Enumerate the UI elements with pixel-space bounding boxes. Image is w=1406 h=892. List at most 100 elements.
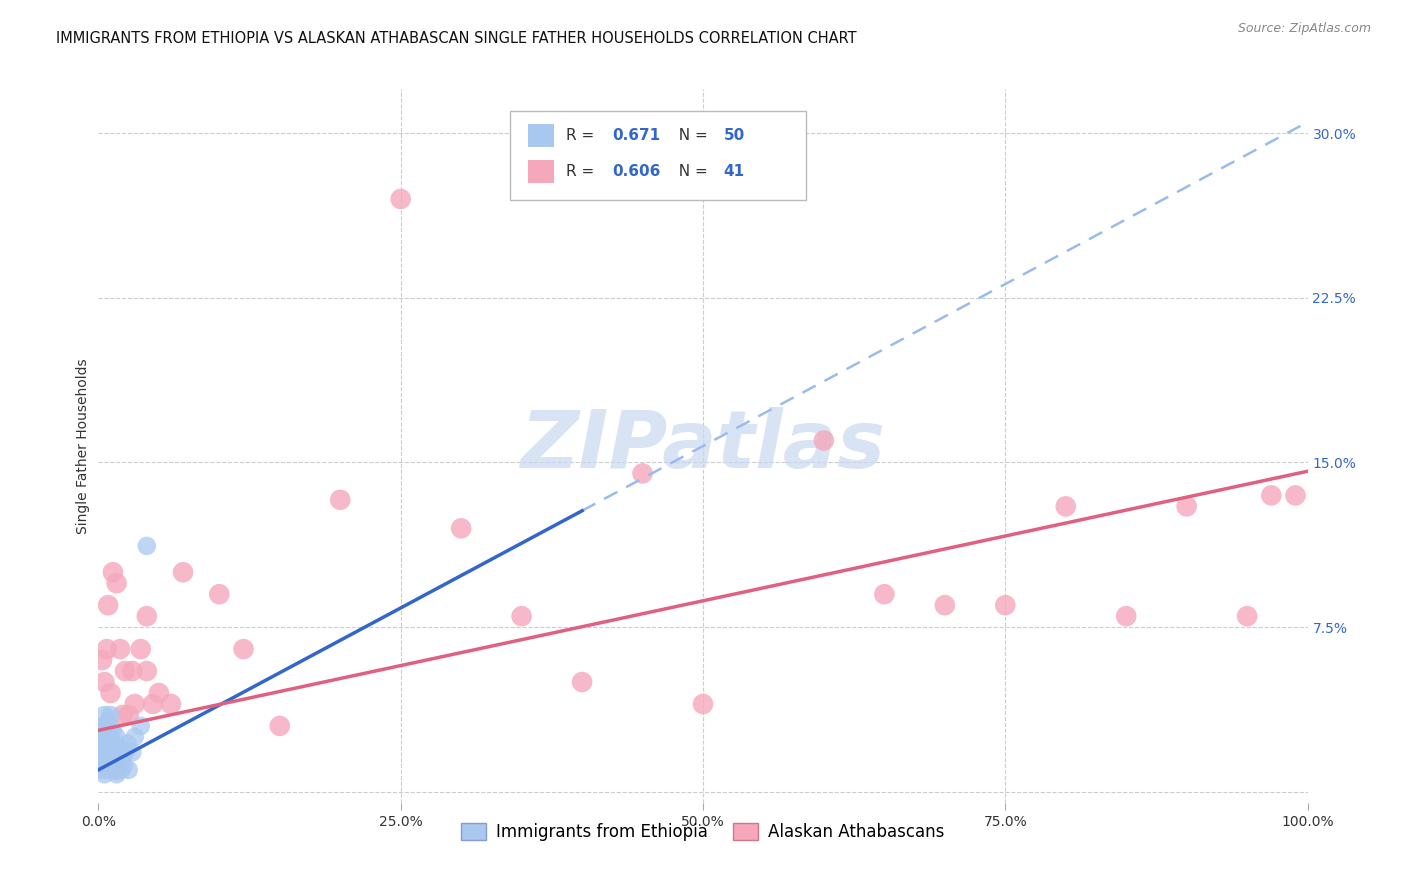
Point: [108, 642, 131, 657]
Point: [269, 719, 291, 733]
Point: [692, 697, 714, 711]
Point: [91, 740, 114, 755]
Point: [93, 737, 115, 751]
Point: [96, 740, 118, 755]
Point: [90, 740, 112, 755]
Point: [160, 697, 183, 711]
Point: [90, 730, 112, 744]
Point: [510, 609, 533, 624]
Point: [89, 737, 111, 751]
Point: [117, 737, 139, 751]
Point: [121, 664, 143, 678]
Point: [93, 675, 115, 690]
Point: [105, 763, 128, 777]
Point: [91, 719, 114, 733]
Point: [118, 708, 141, 723]
Point: [1284, 488, 1306, 502]
Point: [100, 686, 122, 700]
Point: [100, 745, 122, 759]
FancyBboxPatch shape: [509, 111, 806, 200]
Text: N =: N =: [669, 164, 713, 178]
Point: [93, 708, 115, 723]
Point: [101, 723, 124, 738]
Point: [97, 752, 120, 766]
Point: [571, 675, 593, 690]
Point: [100, 752, 122, 766]
Text: ZIPatlas: ZIPatlas: [520, 407, 886, 485]
Text: N =: N =: [669, 128, 713, 143]
Point: [97, 737, 120, 751]
Point: [94, 723, 117, 738]
Point: [1236, 609, 1258, 624]
Point: [232, 642, 254, 657]
Point: [172, 566, 194, 580]
Point: [98, 763, 121, 777]
Point: [100, 708, 122, 723]
Point: [111, 752, 134, 766]
Point: [101, 763, 124, 777]
Point: [108, 740, 131, 755]
Point: [91, 763, 114, 777]
Point: [100, 730, 122, 744]
Point: [329, 492, 352, 507]
Point: [91, 723, 114, 738]
Point: [96, 719, 118, 733]
Point: [813, 434, 835, 448]
Point: [93, 752, 115, 766]
Point: [90, 752, 112, 766]
Point: [101, 566, 124, 580]
FancyBboxPatch shape: [527, 160, 554, 183]
Text: 0.671: 0.671: [612, 128, 661, 143]
Text: R =: R =: [567, 128, 599, 143]
Point: [934, 598, 956, 612]
Point: [121, 745, 143, 759]
Text: 0.606: 0.606: [612, 164, 661, 178]
Point: [93, 767, 115, 781]
Point: [110, 763, 132, 777]
Point: [1115, 609, 1137, 624]
Point: [104, 763, 127, 777]
Point: [94, 745, 117, 759]
Point: [142, 697, 165, 711]
Point: [94, 763, 117, 777]
Text: R =: R =: [567, 164, 599, 178]
Text: IMMIGRANTS FROM ETHIOPIA VS ALASKAN ATHABASCAN SINGLE FATHER HOUSEHOLDS CORRELAT: IMMIGRANTS FROM ETHIOPIA VS ALASKAN ATHA…: [56, 31, 856, 46]
Point: [114, 664, 136, 678]
Point: [91, 758, 114, 772]
Point: [97, 714, 120, 729]
Point: [105, 730, 128, 744]
Point: [135, 609, 157, 624]
Text: 41: 41: [724, 164, 745, 178]
Point: [129, 642, 152, 657]
Legend: Immigrants from Ethiopia, Alaskan Athabascans: Immigrants from Ethiopia, Alaskan Athaba…: [454, 816, 952, 848]
Point: [129, 719, 152, 733]
Point: [105, 576, 128, 591]
Point: [124, 730, 146, 744]
Point: [91, 745, 114, 759]
Point: [112, 758, 135, 772]
Point: [96, 642, 118, 657]
Point: [97, 598, 120, 612]
Point: [103, 752, 125, 766]
Point: [105, 767, 128, 781]
Point: [108, 758, 131, 772]
Point: [1054, 500, 1077, 514]
Point: [91, 737, 114, 751]
Point: [873, 587, 896, 601]
Point: [114, 745, 136, 759]
Point: [1260, 488, 1282, 502]
Point: [107, 752, 129, 766]
Point: [135, 539, 157, 553]
Point: [631, 467, 654, 481]
Point: [118, 763, 141, 777]
Point: [1175, 500, 1198, 514]
Y-axis label: Single Father Households: Single Father Households: [76, 359, 90, 533]
Point: [124, 697, 146, 711]
Point: [98, 730, 121, 744]
Point: [111, 708, 134, 723]
Point: [96, 758, 118, 772]
Point: [148, 686, 170, 700]
Point: [89, 745, 111, 759]
Point: [208, 587, 231, 601]
Text: Source: ZipAtlas.com: Source: ZipAtlas.com: [1237, 22, 1371, 36]
